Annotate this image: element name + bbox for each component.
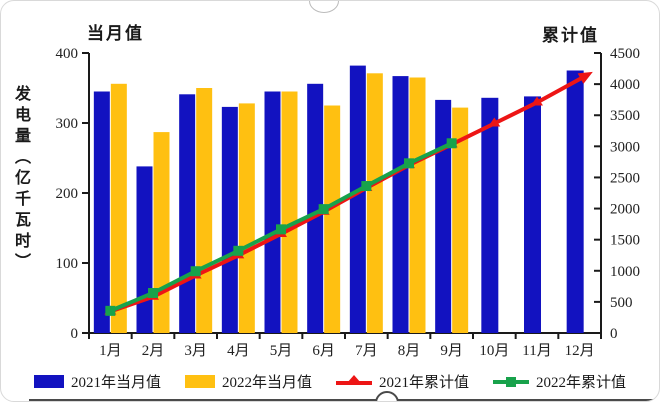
legend-item-2021-cumulative: 2021年累计值 [336, 371, 469, 392]
bar-2022-7月 [366, 73, 383, 334]
marker-2022-cumulative [190, 266, 201, 277]
chart-legend: 2021年当月值 2022年当月值 2021年累计值 2022年累计值 [1, 371, 659, 392]
right-axis-tick-label: 1000 [610, 264, 640, 280]
bar-2022-1月 [110, 83, 127, 333]
x-axis-tick-label: 11月 [522, 343, 551, 359]
bar-2021-12月 [566, 70, 584, 333]
legend-item-2021-monthly: 2021年当月值 [33, 371, 161, 392]
x-axis-tick-label: 7月 [355, 343, 378, 359]
x-axis-tick-label: 8月 [398, 343, 421, 359]
legend-label: 2022年累计值 [536, 375, 627, 391]
marker-2022-cumulative [446, 138, 457, 149]
bar-2021-5月 [264, 91, 281, 333]
marker-2022-cumulative [318, 204, 329, 215]
left-axis-tick-label: 0 [71, 326, 79, 342]
legend-item-2022-monthly: 2022年当月值 [184, 371, 312, 392]
right-axis-tick-label: 2500 [610, 170, 640, 186]
bar-2021-3月 [179, 94, 196, 333]
legend-swatch-2022-monthly [184, 375, 215, 388]
marker-2021-cumulative [488, 117, 501, 127]
right-axis-tick-label: 1500 [610, 233, 640, 249]
legend-item-2022-cumulative: 2022年累计值 [493, 371, 626, 392]
marker-2022-cumulative [361, 181, 372, 192]
card-bottom-line [29, 399, 659, 401]
bar-2022-5月 [281, 91, 298, 333]
x-axis-tick-label: 1月 [99, 343, 122, 359]
bar-2021-9月 [435, 99, 452, 334]
marker-2022-cumulative [233, 245, 244, 256]
arrowhead-2021-cumulative [577, 71, 593, 84]
bar-2022-3月 [196, 88, 213, 333]
legend-label: 2022年当月值 [221, 375, 312, 391]
bar-2022-6月 [324, 105, 341, 333]
bar-2022-9月 [452, 107, 469, 333]
left-axis-tick-label: 200 [56, 186, 79, 202]
bar-2022-8月 [409, 77, 426, 333]
x-axis-tick-label: 6月 [312, 343, 335, 359]
bar-2021-8月 [392, 76, 409, 333]
legend-label: 2021年当月值 [70, 375, 161, 391]
marker-2022-cumulative [105, 305, 116, 316]
marker-2021-cumulative [531, 96, 543, 106]
left-axis-tick-label: 300 [56, 116, 79, 132]
marker-2022-cumulative [404, 158, 414, 169]
right-axis-tick-label: 3000 [610, 139, 640, 155]
y-axis-label: 发电量（亿千瓦时） [12, 85, 29, 274]
marker-2022-cumulative [148, 287, 158, 298]
x-axis-tick-label: 9月 [440, 343, 463, 359]
x-axis-tick-label: 10月 [479, 343, 509, 359]
bar-2021-7月 [349, 65, 366, 333]
right-axis-tick-label: 3500 [610, 108, 640, 124]
left-axis-tick-label: 100 [56, 256, 79, 272]
legend-marker-line-triangle-icon [336, 374, 372, 385]
bar-2021-10月 [481, 97, 499, 333]
right-axis-tick-label: 500 [610, 295, 633, 311]
bar-2021-4月 [221, 106, 238, 334]
bar-2021-6月 [307, 83, 324, 333]
x-axis-tick-label: 2月 [142, 343, 165, 359]
x-axis-tick-label: 12月 [565, 343, 595, 359]
right-axis-tick-label: 2000 [610, 202, 640, 218]
x-axis-tick-label: 3月 [184, 343, 207, 359]
bar-2021-1月 [93, 91, 110, 333]
bar-2022-2月 [153, 132, 170, 333]
x-axis-tick-label: 5月 [270, 343, 293, 359]
x-axis-tick-label: 4月 [227, 343, 250, 359]
bar-2022-4月 [238, 103, 255, 334]
legend-swatch-2021-monthly [33, 375, 64, 388]
bar-2021-11月 [524, 96, 541, 334]
right-axis-tick-label: 0 [610, 326, 618, 342]
right-axis-title: 累计值 [542, 26, 599, 45]
right-axis-tick-label: 4500 [610, 46, 640, 62]
left-axis-title: 当月值 [87, 24, 144, 43]
marker-2022-cumulative [276, 224, 286, 235]
bar-2021-2月 [136, 166, 153, 333]
legend-marker-line-square-icon [493, 376, 530, 387]
legend-label: 2021年累计值 [379, 375, 470, 391]
left-axis-tick-label: 400 [56, 46, 79, 62]
right-axis-tick-label: 4000 [610, 77, 640, 93]
